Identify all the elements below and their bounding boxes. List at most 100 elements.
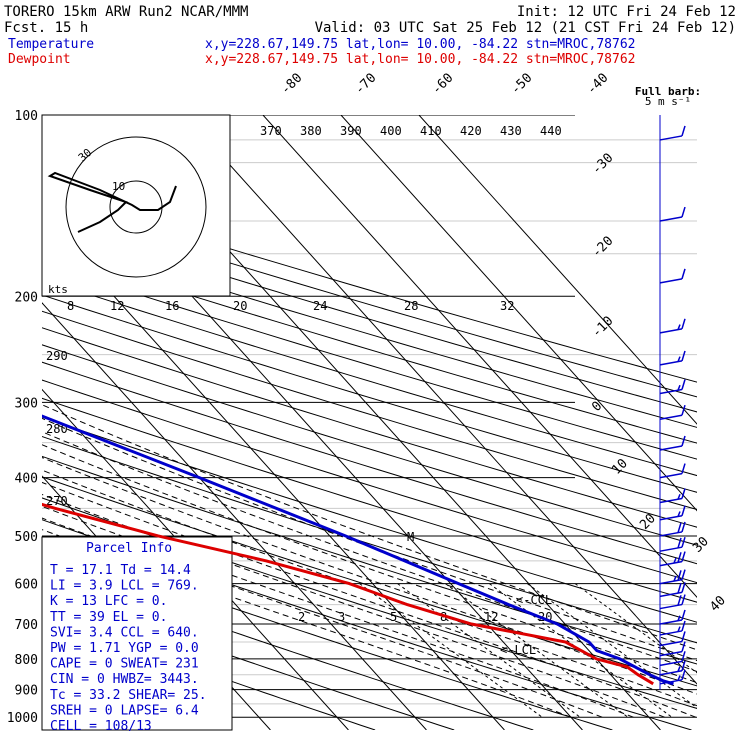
theta-mid-label: 12	[110, 299, 124, 313]
isotherm-line	[42, 388, 349, 730]
dewpoint-trace	[42, 502, 654, 686]
isotherm-tick-label: -20	[589, 234, 616, 261]
mixing-ratio-line	[574, 583, 697, 674]
wind-barb	[659, 521, 686, 537]
mixing-ratio-line	[527, 583, 697, 709]
parcel-info-box: Parcel Info T = 17.1 Td = 14.4LI = 3.9 L…	[41, 536, 233, 734]
wind-barb	[659, 463, 686, 479]
parcel-info-row: SVI= 3.4 CCL = 640.	[50, 625, 199, 640]
dry-adiabat	[42, 476, 697, 687]
pressure-tick-label: 100	[15, 109, 38, 124]
wind-barb	[659, 206, 686, 222]
dry-adiabat	[42, 233, 697, 428]
moist-adiabat	[42, 457, 697, 695]
pressure-tick-label: 900	[15, 684, 38, 699]
wind-barb	[659, 505, 686, 521]
theta-mid-label: 28	[404, 299, 418, 313]
parcel-info-row: CAPE = 0 SWEAT= 231	[50, 657, 199, 672]
theta-mid-label: 8	[67, 299, 74, 313]
wind-barb	[659, 594, 686, 610]
sounding-traces	[42, 414, 674, 686]
theta-top-label: 410	[420, 124, 442, 138]
dry-adiabat	[42, 294, 697, 493]
dry-adiabat	[42, 455, 697, 665]
moist-adiabat	[42, 444, 697, 684]
header-line2-right: Valid: 03 UTC Sat 25 Feb 12 (21 CST Fri …	[315, 20, 736, 36]
dry-adiabat	[42, 278, 697, 477]
barb-legend-line1: Full barb:	[635, 85, 701, 98]
parcel-info-title: Parcel Info	[86, 541, 172, 556]
wind-barb	[659, 536, 686, 552]
hodograph-frame	[41, 114, 231, 297]
parcel-info-row: Tc = 33.2 SHEAR= 25.	[50, 688, 207, 703]
isotherm-tick-label: 40	[707, 593, 729, 615]
theta-top-label: 400	[380, 124, 402, 138]
mixing-ratio-line	[445, 583, 629, 718]
hodograph: 10 30 kts	[41, 114, 231, 297]
parcel-info-row: T = 17.1 Td = 14.4	[50, 563, 191, 578]
theta-left-label: 290	[46, 349, 68, 363]
legend-dewpoint-name: Dewpoint	[8, 52, 71, 67]
legend-dewpoint-info: x,y=228.67,149.75 lat,lon= 10.00, -84.22…	[205, 52, 635, 67]
dry-adiabat	[42, 263, 697, 460]
theta-mid-label: 24	[313, 299, 327, 313]
wind-barb	[659, 405, 686, 420]
dry-adiabat	[42, 327, 697, 528]
mixing-ratio-marker: M	[407, 530, 414, 544]
hodograph-trace	[47, 171, 177, 233]
pressure-tick-label: 200	[15, 290, 38, 305]
dry-adiabat	[42, 218, 697, 413]
parcel-info-row: LI = 3.9 LCL = 769.	[50, 579, 199, 594]
wind-barb	[659, 609, 686, 625]
theta-top-label: 380	[300, 124, 322, 138]
header-line1-right: Init: 12 UTC Fri 24 Feb 12	[517, 4, 736, 20]
hodograph-ring-30	[65, 136, 207, 278]
dry-adiabat	[42, 379, 697, 584]
pressure-tick-label: 500	[15, 530, 38, 545]
wind-barb	[659, 268, 686, 284]
isotherm-tick-label: -50	[508, 71, 535, 98]
parcel-info-row: SREH = 0 LAPSE= 6.4	[50, 703, 199, 718]
isotherm-tick-label: 10	[609, 456, 631, 478]
dry-adiabat	[42, 397, 697, 603]
wind-barb	[659, 125, 686, 141]
mixing-ratio-label: 2	[298, 610, 305, 624]
isotherm-line	[262, 115, 697, 599]
mixing-ratio-label: 5	[390, 610, 397, 624]
dry-adiabat	[42, 247, 697, 444]
parcel-info-row: TT = 39 EL = 0.	[50, 610, 167, 625]
isotherm-line	[418, 115, 697, 425]
hodograph-units: kts	[48, 283, 68, 296]
theta-left-label: 270	[46, 494, 68, 508]
wind-barb	[659, 435, 686, 451]
mixing-ratio-line	[489, 583, 673, 718]
wind-barbs	[659, 115, 686, 690]
dry-adiabat	[42, 361, 697, 565]
hodograph-ring-label-10: 10	[112, 180, 125, 193]
header-line2-left: Fcst. 15 h	[4, 20, 88, 36]
theta-mid-label: 20	[233, 299, 247, 313]
moist-adiabat	[42, 505, 634, 718]
theta-top-label: 370	[260, 124, 282, 138]
isotherm-tick-label: -30	[589, 151, 616, 178]
parcel-info-row: CIN = 0 HWBZ= 3443.	[50, 672, 199, 687]
wind-barb	[659, 582, 686, 598]
theta-top-label: 420	[460, 124, 482, 138]
wind-barb	[659, 631, 686, 647]
moist-adiabat	[42, 417, 697, 662]
isotherm-line	[340, 115, 697, 512]
moist-adiabat	[42, 404, 697, 651]
dry-adiabat	[42, 204, 697, 398]
wind-barb	[659, 669, 686, 685]
wind-barb	[659, 551, 686, 567]
temperature-trace	[42, 414, 674, 686]
theta-mid-label: 16	[165, 299, 179, 313]
wind-barb	[659, 569, 686, 585]
parcel-info-row: PW = 1.71 YGP = 0.0	[50, 641, 199, 656]
theta-top-label: 440	[540, 124, 562, 138]
wind-barb	[659, 488, 686, 504]
parcel-info-row: K = 13 LFC = 0.	[50, 594, 167, 609]
dry-adiabat	[42, 613, 376, 730]
legend-temperature-info: x,y=228.67,149.75 lat,lon= 10.00, -84.22…	[205, 37, 635, 52]
theta-mid-label: 32	[500, 299, 514, 313]
